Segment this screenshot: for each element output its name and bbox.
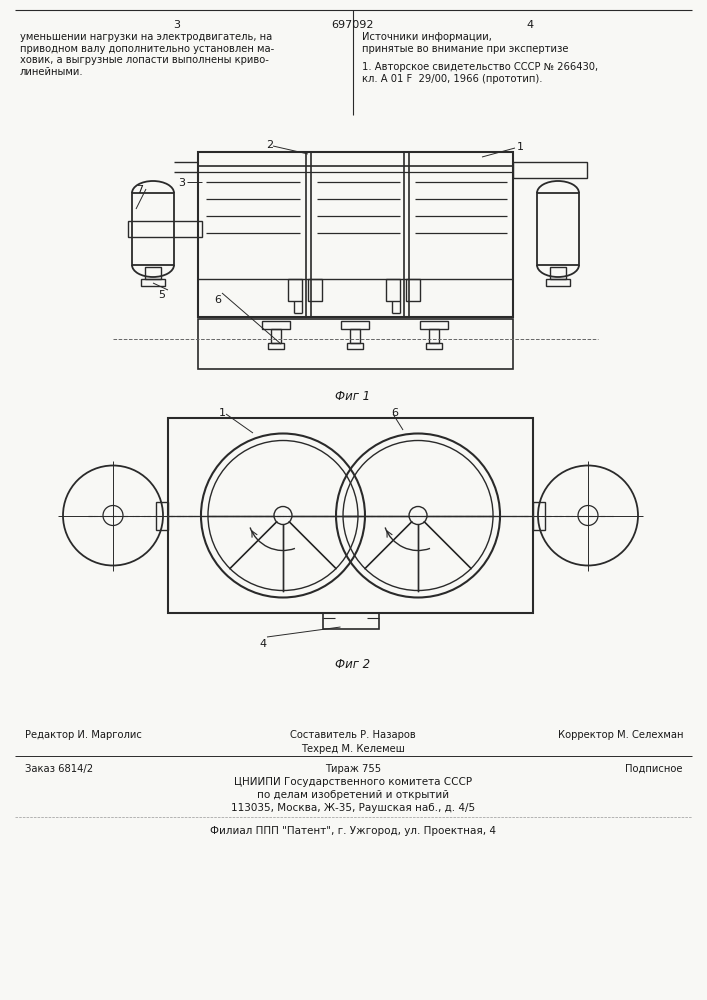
Text: 4: 4 (259, 639, 267, 649)
Bar (262, 321, 290, 329)
Bar (546, 279, 570, 286)
Bar (288, 279, 302, 301)
Text: 7: 7 (136, 185, 144, 195)
Text: Подписное: Подписное (626, 764, 683, 774)
Bar (141, 279, 165, 286)
Bar (168, 418, 533, 613)
Text: Фиг 2: Фиг 2 (335, 658, 370, 671)
Text: по делам изобретений и открытий: по делам изобретений и открытий (257, 790, 449, 800)
Text: 697092: 697092 (332, 20, 374, 30)
Text: Заказ 6814/2: Заказ 6814/2 (25, 764, 93, 774)
Bar (426, 343, 442, 349)
Text: ЦНИИПИ Государственного комитета СССР: ЦНИИПИ Государственного комитета СССР (234, 777, 472, 787)
Bar (429, 329, 439, 343)
Bar (347, 343, 363, 349)
Text: 3: 3 (173, 20, 180, 30)
Text: 3: 3 (178, 178, 185, 188)
Text: 6: 6 (214, 295, 221, 305)
Bar (145, 267, 161, 279)
Bar (132, 193, 174, 265)
Text: 2: 2 (267, 140, 274, 150)
Bar (198, 152, 513, 166)
Bar (350, 329, 360, 343)
Text: Редактор И. Марголис: Редактор И. Марголис (25, 730, 142, 740)
Text: Корректор М. Селехман: Корректор М. Селехман (558, 730, 683, 740)
Text: Тираж 755: Тираж 755 (325, 764, 381, 774)
Bar (308, 279, 322, 301)
Bar (198, 152, 513, 317)
Bar (406, 279, 420, 301)
Text: 1: 1 (218, 408, 226, 418)
Bar (156, 502, 168, 530)
Text: 4: 4 (527, 20, 534, 30)
Text: 6: 6 (392, 408, 399, 418)
Text: Составитель Р. Назаров: Составитель Р. Назаров (290, 730, 416, 740)
Text: 5: 5 (158, 290, 165, 300)
Bar (322, 613, 378, 629)
Bar (550, 267, 566, 279)
Bar (513, 162, 587, 178)
Bar (386, 279, 400, 301)
Text: 1. Авторское свидетельство СССР № 266430,
кл. А 01 F  29/00, 1966 (прототип).: 1. Авторское свидетельство СССР № 266430… (362, 62, 598, 84)
Text: уменьшении нагрузки на электродвигатель, на
приводном валу дополнительно установ: уменьшении нагрузки на электродвигатель,… (20, 32, 274, 77)
Text: Фиг 1: Фиг 1 (335, 390, 370, 403)
Bar (420, 321, 448, 329)
Bar (537, 193, 579, 265)
Bar (128, 221, 202, 237)
Text: 113035, Москва, Ж-35, Раушская наб., д. 4/5: 113035, Москва, Ж-35, Раушская наб., д. … (231, 803, 475, 813)
Text: 1: 1 (517, 142, 523, 152)
Bar (271, 329, 281, 343)
Text: Техред М. Келемеш: Техред М. Келемеш (301, 744, 405, 754)
Text: Филиал ППП "Патент", г. Ужгород, ул. Проектная, 4: Филиал ППП "Патент", г. Ужгород, ул. Про… (210, 826, 496, 836)
Bar (268, 343, 284, 349)
Bar (341, 321, 369, 329)
Bar (533, 502, 545, 530)
Bar (198, 319, 513, 369)
Text: Источники информации,
принятые во внимание при экспертизе: Источники информации, принятые во вниман… (362, 32, 568, 54)
